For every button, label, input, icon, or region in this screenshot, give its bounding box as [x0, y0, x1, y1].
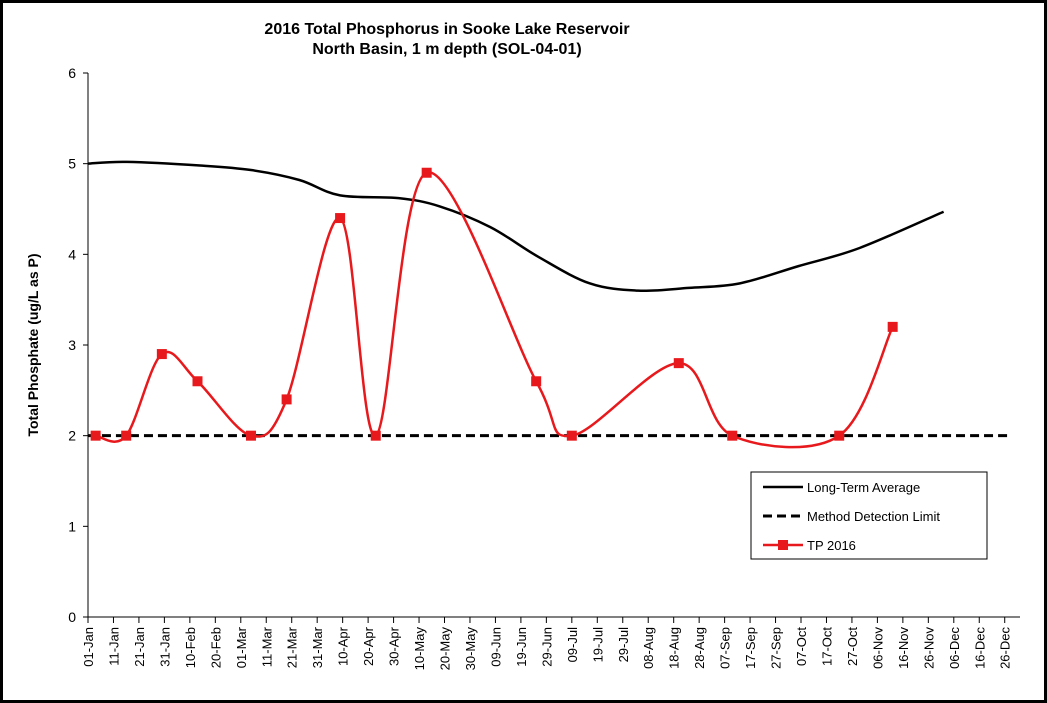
- x-tick-label: 30-May: [463, 627, 478, 671]
- x-tick-label: 20-Apr: [361, 626, 376, 666]
- marker: [335, 213, 346, 224]
- x-tick-label: 29-Jun: [539, 627, 554, 667]
- chart-title: 2016 Total Phosphorus in Sooke Lake Rese…: [264, 21, 629, 38]
- y-tick-label: 3: [68, 337, 76, 353]
- x-tick-label: 26-Nov: [921, 627, 936, 669]
- y-tick-label: 4: [68, 246, 76, 262]
- x-tick-label: 21-Mar: [285, 626, 300, 668]
- x-tick-label: 11-Mar: [259, 626, 274, 667]
- x-tick-label: 19-Jun: [514, 627, 529, 667]
- y-tick-label: 0: [68, 609, 76, 625]
- x-tick-label: 31-Jan: [157, 627, 172, 667]
- x-tick-label: 07-Oct: [794, 627, 809, 666]
- marker: [245, 430, 256, 441]
- x-tick-label: 30-Apr: [387, 626, 402, 666]
- x-tick-label: 16-Dec: [972, 627, 987, 669]
- x-tick-label: 19-Jul: [590, 627, 605, 663]
- legend-label: Method Detection Limit: [807, 509, 940, 524]
- marker: [887, 321, 898, 332]
- x-tick-label: 09-Jul: [565, 627, 580, 663]
- y-tick-label: 1: [68, 518, 76, 534]
- x-tick-label: 29-Jul: [616, 627, 631, 663]
- marker: [192, 376, 203, 387]
- marker: [156, 349, 167, 360]
- marker: [834, 430, 845, 441]
- y-tick-label: 2: [68, 428, 76, 444]
- x-tick-label: 21-Jan: [132, 627, 147, 667]
- y-tick-label: 5: [68, 156, 76, 172]
- legend-label: TP 2016: [807, 538, 856, 553]
- x-tick-label: 18-Aug: [667, 627, 682, 669]
- x-tick-label: 27-Oct: [845, 627, 860, 666]
- x-tick-label: 17-Oct: [819, 627, 834, 666]
- x-tick-label: 16-Nov: [896, 627, 911, 669]
- marker: [90, 430, 101, 441]
- x-tick-label: 10-May: [412, 627, 427, 671]
- x-tick-label: 10-Feb: [183, 627, 198, 668]
- marker: [566, 430, 577, 441]
- x-tick-label: 09-Jun: [488, 627, 503, 667]
- marker: [673, 358, 684, 369]
- marker: [727, 430, 738, 441]
- x-tick-label: 01-Mar: [234, 626, 249, 668]
- legend-marker: [778, 540, 788, 550]
- chart-subtitle: North Basin, 1 m depth (SOL-04-01): [312, 41, 581, 58]
- x-tick-label: 10-Apr: [336, 626, 351, 666]
- marker: [281, 394, 292, 405]
- x-tick-label: 20-Feb: [208, 627, 223, 668]
- x-tick-label: 27-Sep: [769, 627, 784, 669]
- marker: [370, 430, 381, 441]
- legend-label: Long-Term Average: [807, 480, 920, 495]
- x-tick-label: 08-Aug: [641, 627, 656, 669]
- x-tick-label: 28-Aug: [692, 627, 707, 669]
- marker: [421, 167, 432, 178]
- x-tick-label: 06-Nov: [870, 627, 885, 669]
- x-tick-label: 17-Sep: [743, 627, 758, 669]
- x-tick-label: 31-Mar: [310, 626, 325, 668]
- x-tick-label: 06-Dec: [947, 627, 962, 669]
- x-tick-label: 01-Jan: [81, 627, 96, 667]
- y-axis-label: Total Phosphate (ug/L as P): [25, 253, 41, 436]
- x-tick-label: 07-Sep: [718, 627, 733, 669]
- x-tick-label: 26-Dec: [998, 627, 1013, 669]
- x-tick-label: 11-Jan: [106, 627, 121, 666]
- marker: [121, 430, 132, 441]
- y-tick-label: 6: [68, 65, 76, 81]
- marker: [531, 376, 542, 387]
- x-tick-label: 20-May: [438, 627, 453, 671]
- series-line: [87, 160, 945, 292]
